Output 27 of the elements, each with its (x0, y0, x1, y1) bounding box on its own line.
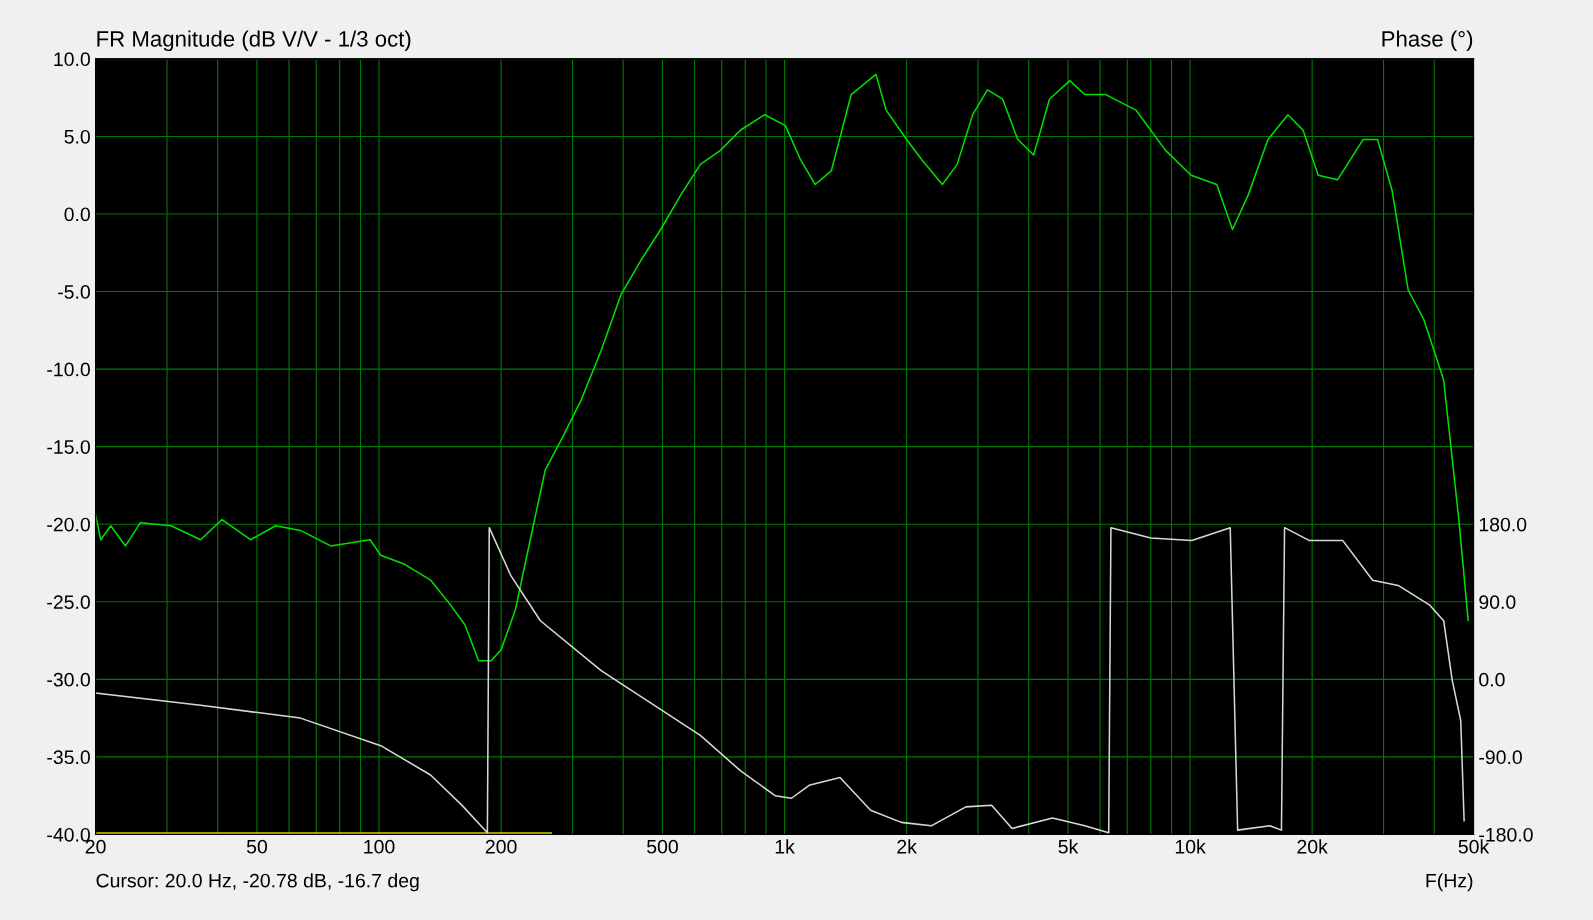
x-tick-label: 2k (897, 839, 917, 854)
y-tick-label: -30.0 (47, 672, 90, 687)
x-tick-label: 1k (775, 839, 795, 854)
x-tick-label: 10k (1175, 839, 1206, 854)
text: Cursor: 20.0 Hz, -20.78 dB, -16.7 deg (96, 873, 419, 892)
y-tick-label: -5.0 (58, 285, 90, 299)
x-tick-label: 100 (364, 839, 395, 854)
x-tick-label: 20k (1297, 839, 1328, 854)
y-tick-label: 10.0 (54, 52, 90, 67)
x-tick-label: 200 (485, 839, 517, 854)
y2-axis-title: Phase (°) (1382, 30, 1473, 52)
chart-title: FR Magnitude (dB V/V - 1/3 oct) (97, 30, 411, 52)
y-tick-label: -20.0 (47, 517, 90, 532)
x-axis-title: F(Hz) (1426, 873, 1473, 892)
y-tick-label: -25.0 (47, 595, 90, 610)
y-tick-label: -35.0 (47, 750, 90, 765)
x-tick-label: 500 (647, 839, 678, 854)
y-tick-label: 0.0 (64, 207, 90, 222)
y2-tick-label: 180.0 (1479, 517, 1527, 532)
x-tick-label: 5k (1058, 839, 1079, 854)
y-tick-label: -10.0 (47, 362, 90, 377)
x-tick-label: 50 (246, 839, 268, 854)
y2-tick-label: -90.0 (1479, 750, 1522, 765)
y2-tick-label: 90.0 (1479, 595, 1516, 610)
y-tick-label: -15.0 (47, 440, 90, 454)
y-tick-label: 5.0 (64, 129, 90, 144)
y2-tick-label: 0.0 (1479, 672, 1505, 687)
